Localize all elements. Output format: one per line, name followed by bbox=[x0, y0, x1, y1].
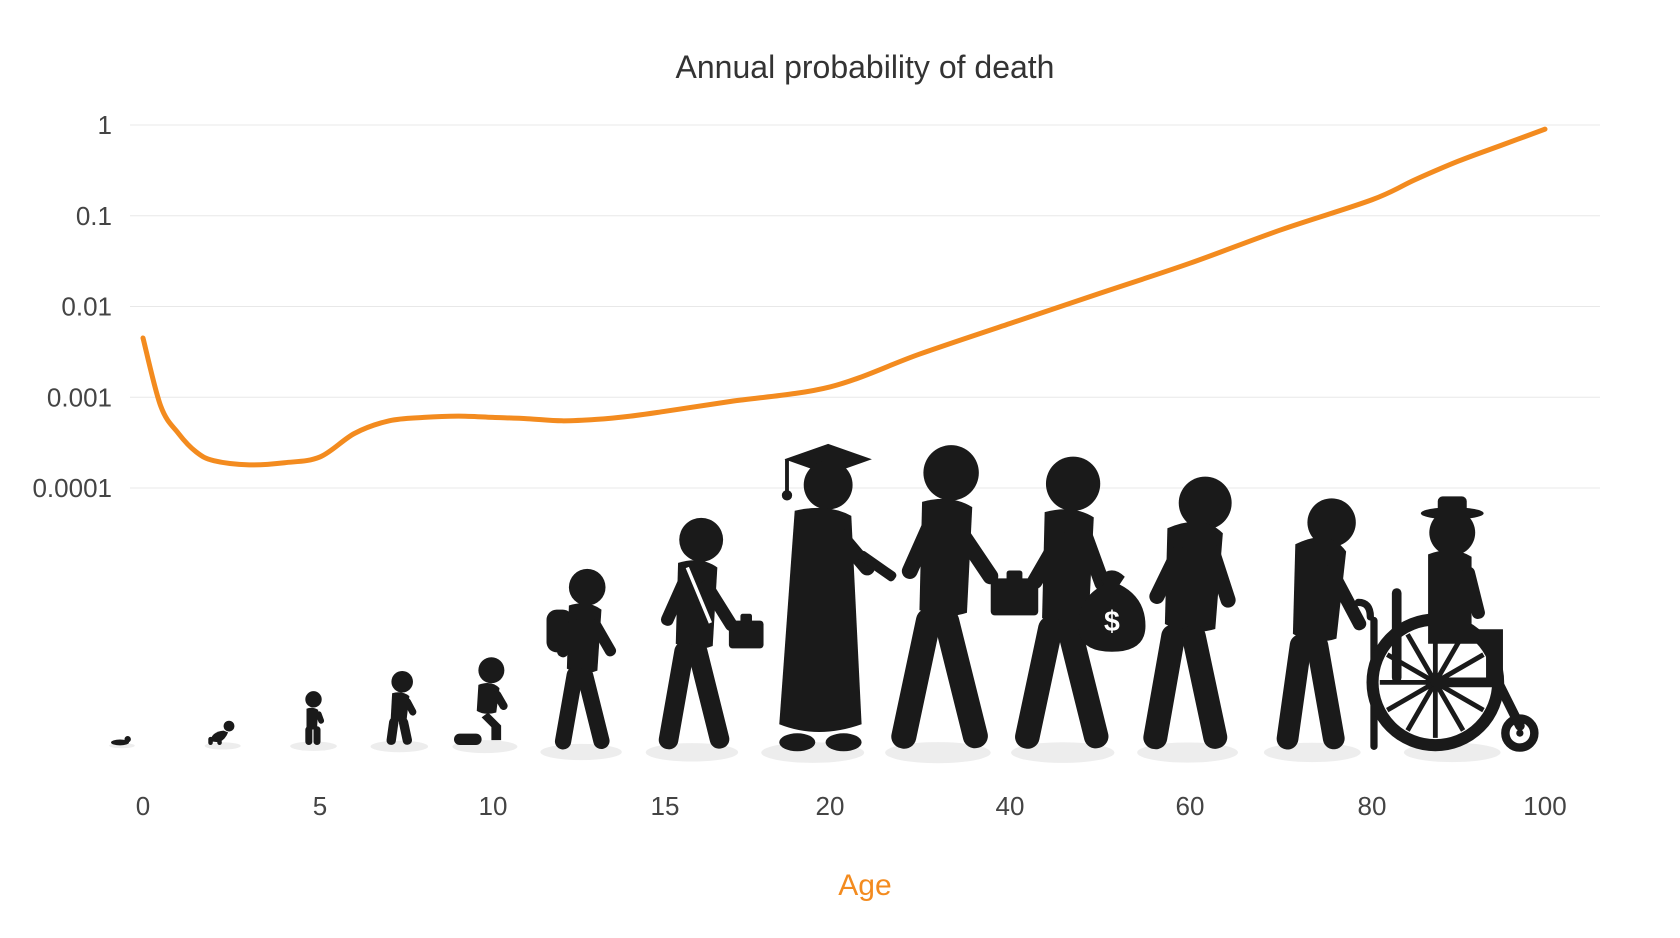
y-tick-label: 0.1 bbox=[76, 201, 112, 231]
child-icon bbox=[371, 671, 429, 752]
baby-lying-icon bbox=[109, 736, 135, 748]
mortality-line bbox=[143, 129, 1545, 465]
chart-title: Annual probability of death bbox=[676, 49, 1055, 85]
elder-cane-icon bbox=[1264, 498, 1378, 762]
x-tick-label: 10 bbox=[479, 791, 508, 821]
worker-icon bbox=[885, 445, 1038, 763]
wheelchair-icon bbox=[1373, 496, 1535, 762]
x-tick-label: 100 bbox=[1523, 791, 1566, 821]
x-tick-label: 40 bbox=[996, 791, 1025, 821]
schoolkid-icon bbox=[540, 569, 621, 760]
x-tick-label: 0 bbox=[136, 791, 150, 821]
x-tick-label: 60 bbox=[1176, 791, 1205, 821]
svg-text:$: $ bbox=[1104, 606, 1120, 638]
kid-kneeling-icon bbox=[452, 657, 517, 753]
y-tick-label: 1 bbox=[98, 110, 112, 140]
toddler-icon bbox=[290, 691, 337, 751]
baby-crawling-icon bbox=[205, 721, 241, 750]
x-tick-label: 5 bbox=[313, 791, 327, 821]
x-tick-label: 20 bbox=[816, 791, 845, 821]
y-tick-label: 0.001 bbox=[47, 382, 112, 412]
teen-icon bbox=[646, 518, 764, 762]
y-tick-label: 0.01 bbox=[61, 292, 112, 322]
x-tick-label: 80 bbox=[1358, 791, 1387, 821]
mortality-chart: 0.0001 0.001 0.01 0.1 1 Annual probability of… bbox=[0, 0, 1680, 938]
older-worker-icon bbox=[1137, 477, 1238, 763]
x-tick-label: 15 bbox=[651, 791, 680, 821]
y-tick-label: 0.0001 bbox=[32, 473, 112, 503]
x-axis-label: Age bbox=[838, 869, 891, 902]
graduate-icon bbox=[761, 444, 898, 763]
